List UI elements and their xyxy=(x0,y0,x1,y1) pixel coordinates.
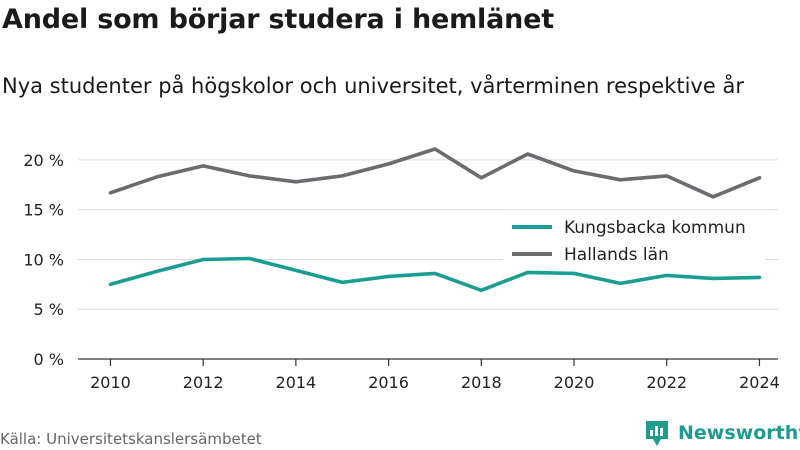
y-tick-label: 10 % xyxy=(23,250,64,269)
x-tick-label: 2018 xyxy=(461,373,502,392)
line-chart: 0 % 5 % 10 % 15 % 20 % 2010 2012 2014 2016 2018 20… xyxy=(23,147,780,392)
chart-title: Andel som börjar studera i hemlänet xyxy=(2,4,554,35)
series-line-0 xyxy=(108,256,762,293)
y-tick-label: 15 % xyxy=(23,201,64,220)
legend-label: Kungsbacka kommun xyxy=(564,218,746,238)
x-tick-label: 2024 xyxy=(739,373,780,392)
legend-label: Hallands län xyxy=(564,245,669,265)
bar-chart-logo-icon xyxy=(646,421,668,446)
brand-logo: Newsworthy xyxy=(644,419,800,447)
x-tick-label: 2020 xyxy=(554,373,595,392)
x-tick-label: 2012 xyxy=(183,373,224,392)
x-tick-label: 2016 xyxy=(368,373,409,392)
source-note: Källa: Universitetskanslersämbetet xyxy=(0,430,262,448)
legend: Kungsbacka kommun Hallands län xyxy=(503,210,765,270)
chart-subtitle: Nya studenter på högskolor och universit… xyxy=(2,74,744,98)
brand-name: Newsworthy xyxy=(678,422,800,444)
series-lines xyxy=(108,147,762,293)
x-tick-label: 2010 xyxy=(90,373,131,392)
legend-background xyxy=(503,210,765,270)
x-tick-label: 2014 xyxy=(276,373,317,392)
axes: 0 % 5 % 10 % 15 % 20 % 2010 2012 2014 2016 2018 20… xyxy=(23,151,779,392)
x-tick-label: 2022 xyxy=(646,373,687,392)
y-tick-label: 0 % xyxy=(34,350,64,369)
y-tick-label: 20 % xyxy=(23,151,64,170)
series-line-1 xyxy=(108,147,762,199)
y-tick-label: 5 % xyxy=(34,300,64,319)
